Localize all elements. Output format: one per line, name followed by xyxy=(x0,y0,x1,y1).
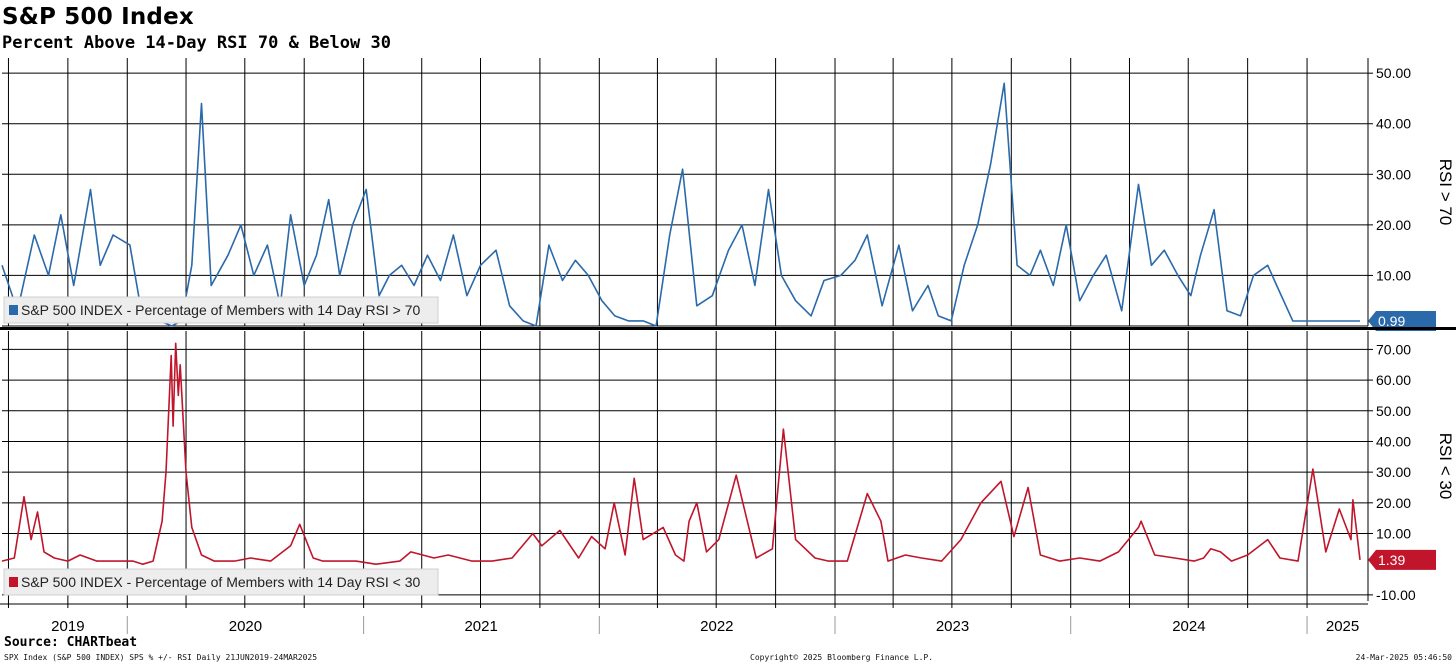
y-tick-label: 50.00 xyxy=(1376,65,1411,81)
y-tick-label: 30.00 xyxy=(1376,166,1411,182)
series-line xyxy=(1,82,1360,327)
legend-swatch xyxy=(9,577,18,587)
legend-box xyxy=(3,296,439,324)
chart-subtitle: Percent Above 14-Day RSI 70 & Below 30 xyxy=(2,33,391,53)
x-tick-label: 2020 xyxy=(229,618,262,635)
y-tick-label: 20.00 xyxy=(1376,217,1411,233)
legend-label: S&P 500 INDEX - Percentage of Members wi… xyxy=(21,574,421,590)
x-tick-label: 2024 xyxy=(1172,618,1205,635)
footer-timestamp: 24-Mar-2025 05:46:50 xyxy=(1355,653,1452,662)
y-tick-label: 60.00 xyxy=(1376,372,1411,388)
legend: S&P 500 INDEX - Percentage of Members wi… xyxy=(3,568,439,596)
y-tick-label: 40.00 xyxy=(1376,433,1411,449)
footer-copyright: Copyright© 2025 Bloomberg Finance L.P. xyxy=(750,653,934,662)
y-axis-title: RSI > 70 xyxy=(1436,159,1455,226)
bottom-panel: -10.00 10.00 20.00 30.00 40.00 50.00 60.00 70.0… xyxy=(1,331,1455,603)
last-value-marker: 0.99 xyxy=(1368,310,1436,331)
legend: S&P 500 INDEX - Percentage of Members wi… xyxy=(3,296,439,324)
y-axis-title: RSI < 30 xyxy=(1436,433,1455,500)
x-tick-label: 2022 xyxy=(700,618,733,635)
top-panel: 10.00 20.00 30.00 40.00 50.00 S&P 500 INDEX -… xyxy=(1,58,1455,331)
y-tick-label: 40.00 xyxy=(1376,116,1411,132)
legend-box xyxy=(3,568,439,596)
last-value-marker: 1.39 xyxy=(1368,549,1436,570)
footer-left: SPX Index (S&P 500 INDEX) SPS % +/- RSI … xyxy=(4,653,318,662)
x-tick-label: 2019 xyxy=(51,618,84,635)
x-axis: 2019 2020 2021 2022 2023 2024 2025 xyxy=(0,327,1456,635)
source-note: Source: CHARTbeat xyxy=(4,635,138,650)
last-value-label: 0.99 xyxy=(1378,313,1405,329)
x-tick-label: 2021 xyxy=(464,618,497,635)
y-tick-label: 20.00 xyxy=(1376,495,1411,511)
y-tick-label: -10.00 xyxy=(1376,587,1416,603)
x-tick-label: 2023 xyxy=(936,618,969,635)
y-tick-label: 10.00 xyxy=(1376,526,1411,542)
y-tick-label: 10.00 xyxy=(1376,267,1411,283)
series-line xyxy=(1,342,1361,566)
x-tick-label: 2025 xyxy=(1326,618,1359,635)
y-tick-label: 30.00 xyxy=(1376,464,1411,480)
last-value-badge xyxy=(1368,310,1436,331)
chart-title: S&P 500 Index xyxy=(2,4,194,30)
y-tick-label: 70.00 xyxy=(1376,341,1411,357)
legend-label: S&P 500 INDEX - Percentage of Members wi… xyxy=(21,302,421,318)
y-tick-label: 50.00 xyxy=(1376,403,1411,419)
last-value-label: 1.39 xyxy=(1378,552,1405,568)
last-value-badge xyxy=(1368,549,1436,570)
legend-swatch xyxy=(9,305,18,315)
